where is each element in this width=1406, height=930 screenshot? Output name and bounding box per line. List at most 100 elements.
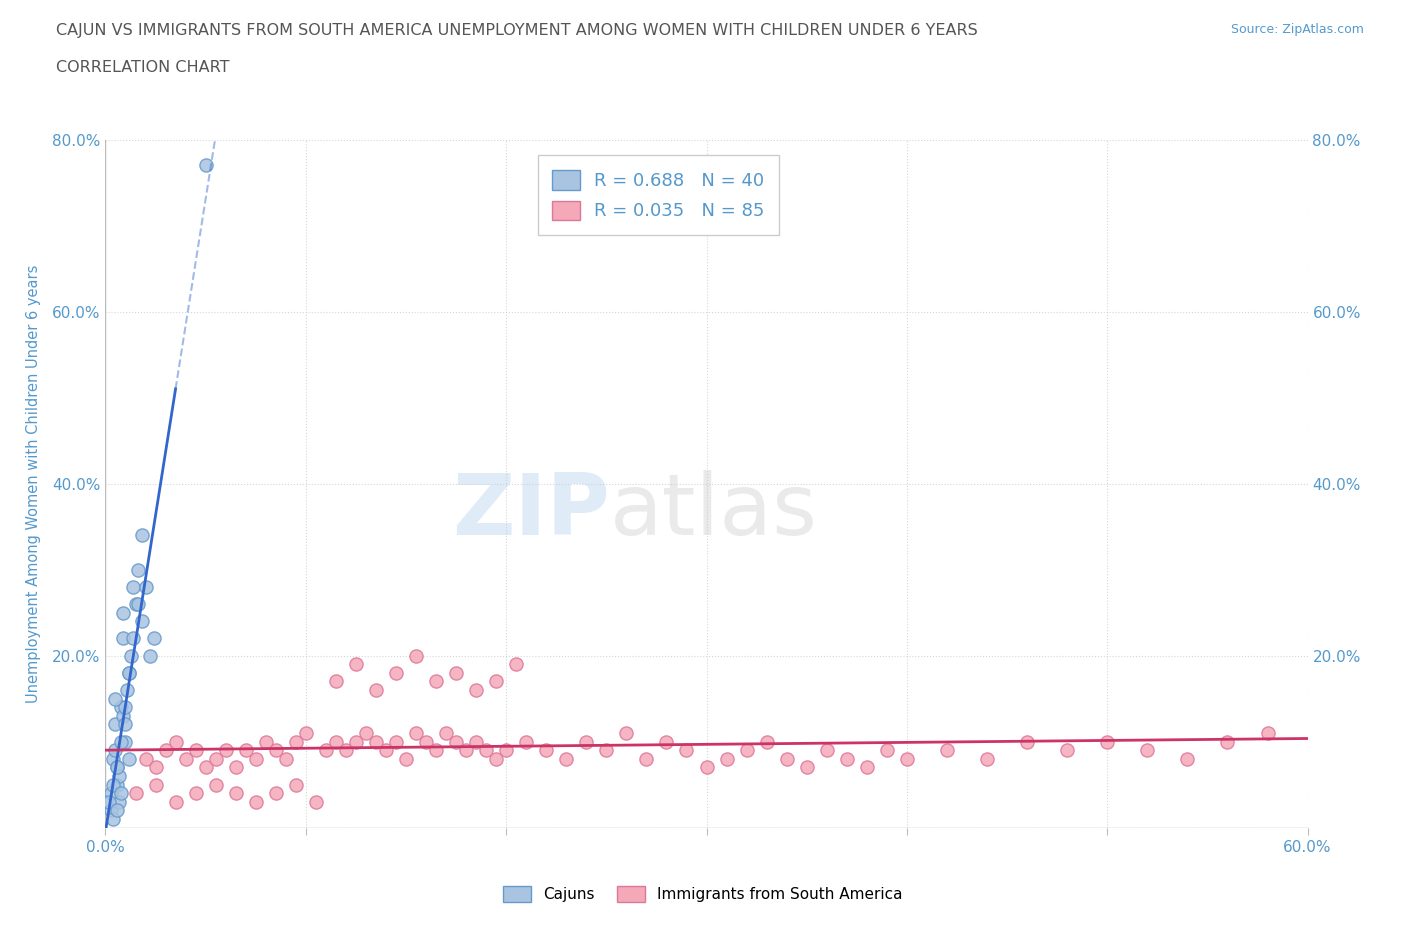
- Point: [444, 666, 467, 681]
- Point: [344, 657, 367, 671]
- Point: [108, 794, 131, 809]
- Point: [124, 597, 146, 612]
- Point: [364, 735, 387, 750]
- Point: [405, 725, 427, 740]
- Point: [165, 794, 187, 809]
- Point: [284, 735, 307, 750]
- Point: [124, 786, 146, 801]
- Point: [103, 777, 125, 792]
- Point: [112, 605, 135, 620]
- Text: CORRELATION CHART: CORRELATION CHART: [56, 60, 229, 75]
- Point: [254, 735, 277, 750]
- Text: CAJUN VS IMMIGRANTS FROM SOUTH AMERICA UNEMPLOYMENT AMONG WOMEN WITH CHILDREN UN: CAJUN VS IMMIGRANTS FROM SOUTH AMERICA U…: [56, 23, 979, 38]
- Point: [114, 735, 136, 750]
- Point: [104, 717, 127, 732]
- Point: [104, 691, 127, 706]
- Point: [325, 674, 347, 689]
- Point: [495, 743, 517, 758]
- Point: [114, 717, 136, 732]
- Point: [127, 597, 149, 612]
- Text: atlas: atlas: [610, 470, 818, 552]
- Point: [374, 743, 398, 758]
- Point: [135, 579, 157, 594]
- Point: [184, 786, 207, 801]
- Point: [122, 631, 145, 646]
- Point: [616, 725, 638, 740]
- Point: [976, 751, 998, 766]
- Point: [103, 812, 125, 827]
- Point: [110, 735, 132, 750]
- Point: [1216, 735, 1239, 750]
- Point: [315, 743, 337, 758]
- Point: [295, 725, 318, 740]
- Point: [264, 786, 287, 801]
- Point: [405, 648, 427, 663]
- Point: [114, 700, 136, 715]
- Point: [1017, 735, 1039, 750]
- Text: Source: ZipAtlas.com: Source: ZipAtlas.com: [1230, 23, 1364, 36]
- Point: [98, 794, 121, 809]
- Point: [675, 743, 697, 758]
- Point: [395, 751, 418, 766]
- Point: [225, 760, 247, 775]
- Point: [107, 804, 129, 818]
- Point: [112, 709, 135, 724]
- Point: [776, 751, 799, 766]
- Point: [575, 735, 598, 750]
- Point: [425, 743, 447, 758]
- Point: [385, 735, 408, 750]
- Point: [655, 735, 678, 750]
- Point: [1257, 725, 1279, 740]
- Point: [284, 777, 307, 792]
- Point: [107, 760, 129, 775]
- Point: [245, 751, 267, 766]
- Point: [485, 674, 508, 689]
- Point: [204, 777, 226, 792]
- Text: ZIP: ZIP: [453, 470, 610, 552]
- Point: [121, 648, 143, 663]
- Point: [107, 760, 129, 775]
- Point: [112, 631, 135, 646]
- Point: [117, 683, 139, 698]
- Legend: Cajuns, Immigrants from South America: Cajuns, Immigrants from South America: [498, 880, 908, 909]
- Point: [274, 751, 297, 766]
- Point: [138, 648, 160, 663]
- Y-axis label: Unemployment Among Women with Children Under 6 years: Unemployment Among Women with Children U…: [25, 264, 41, 703]
- Point: [118, 666, 141, 681]
- Point: [142, 631, 165, 646]
- Point: [815, 743, 838, 758]
- Point: [344, 735, 367, 750]
- Point: [936, 743, 959, 758]
- Point: [194, 760, 217, 775]
- Point: [425, 674, 447, 689]
- Point: [444, 735, 467, 750]
- Point: [103, 751, 125, 766]
- Point: [855, 760, 877, 775]
- Point: [325, 735, 347, 750]
- Point: [165, 735, 187, 750]
- Point: [364, 683, 387, 698]
- Point: [415, 735, 437, 750]
- Point: [896, 751, 918, 766]
- Point: [534, 743, 557, 758]
- Point: [696, 760, 718, 775]
- Point: [1056, 743, 1078, 758]
- Point: [118, 666, 141, 681]
- Point: [145, 760, 167, 775]
- Point: [122, 579, 145, 594]
- Point: [225, 786, 247, 801]
- Point: [184, 743, 207, 758]
- Point: [876, 743, 898, 758]
- Point: [104, 743, 127, 758]
- Point: [214, 743, 236, 758]
- Point: [1097, 735, 1119, 750]
- Point: [1177, 751, 1199, 766]
- Point: [454, 743, 477, 758]
- Point: [555, 751, 578, 766]
- Point: [515, 735, 537, 750]
- Point: [110, 700, 132, 715]
- Point: [194, 158, 217, 173]
- Point: [796, 760, 818, 775]
- Point: [127, 562, 149, 577]
- Point: [835, 751, 858, 766]
